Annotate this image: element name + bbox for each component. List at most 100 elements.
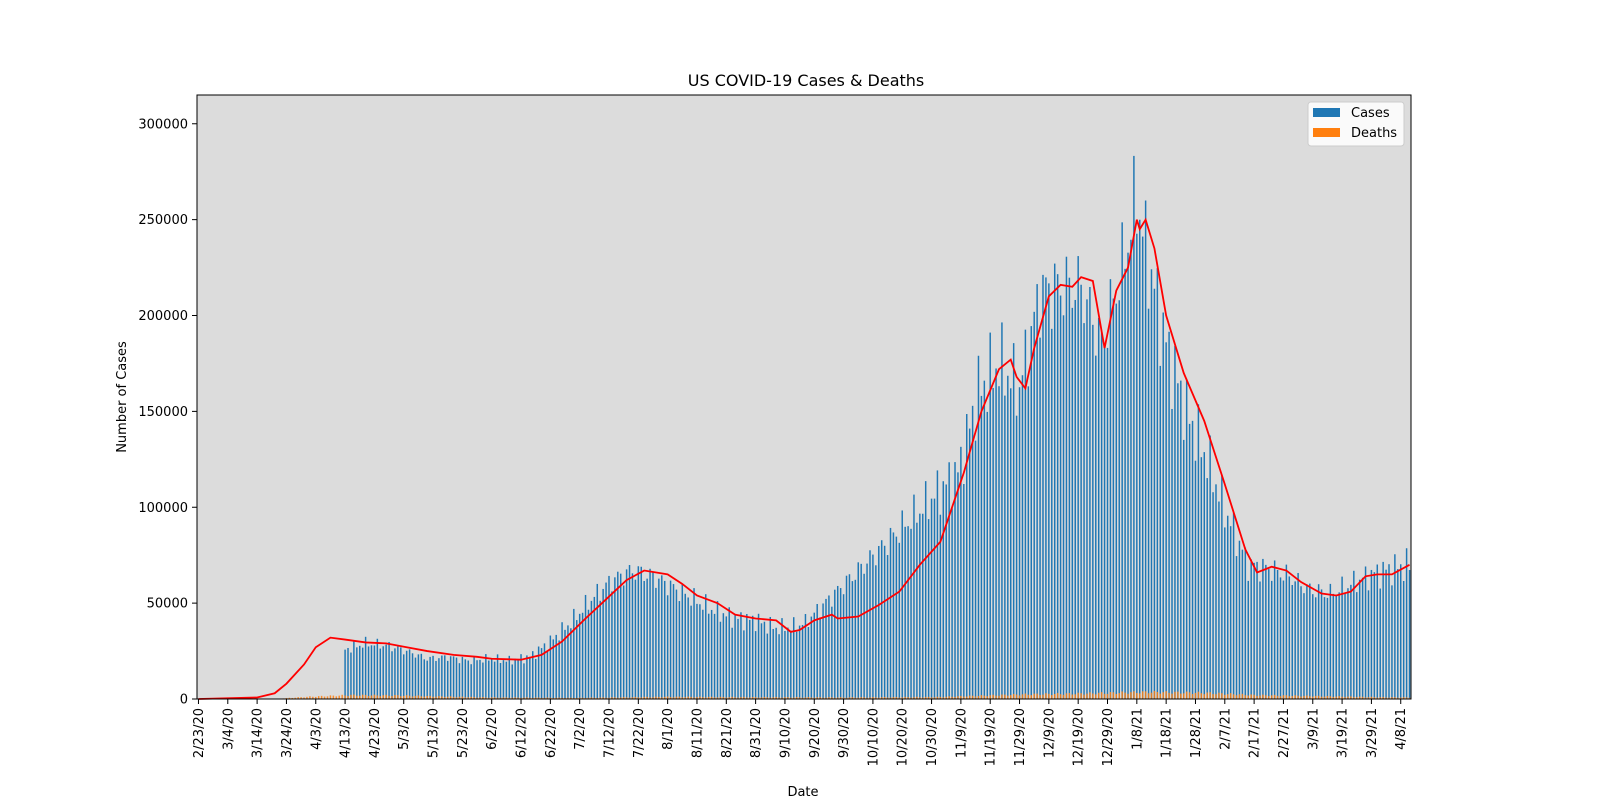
deaths-bar [904, 696, 906, 699]
deaths-bar [1402, 697, 1405, 699]
deaths-bar [684, 697, 686, 699]
cases-bar [751, 615, 754, 699]
deaths-bar [622, 697, 625, 699]
cases-bar [658, 578, 660, 699]
deaths-bar [1144, 691, 1147, 699]
deaths-bar [1303, 695, 1305, 699]
cases-bar [702, 609, 704, 699]
cases-bar [740, 612, 742, 699]
deaths-bar [473, 697, 475, 699]
cases-bar [526, 655, 528, 699]
deaths-bar [458, 696, 461, 699]
cases-bar [825, 598, 827, 699]
deaths-bar [634, 696, 637, 699]
cases-bar [1300, 586, 1302, 699]
deaths-bar [948, 696, 950, 699]
deaths-bar [640, 697, 642, 699]
x-tick-label: 4/3/20 [309, 708, 324, 750]
cases-bar [1097, 317, 1100, 699]
cases-bar [666, 595, 669, 699]
x-tick-label: 7/2/20 [573, 708, 588, 750]
deaths-bar [449, 696, 452, 699]
deaths-bar [831, 697, 833, 699]
x-tick-label: 1/18/21 [1160, 708, 1175, 758]
cases-bar [907, 526, 909, 699]
cases-bar [414, 657, 417, 699]
cases-bar [995, 368, 997, 699]
deaths-bar [1317, 695, 1320, 699]
deaths-bar [1062, 694, 1065, 699]
cases-bar [1332, 593, 1335, 699]
deaths-bar [511, 697, 513, 699]
deaths-bar [411, 696, 414, 699]
deaths-bar [649, 697, 651, 699]
x-tick-label: 10/30/20 [925, 708, 940, 766]
cases-bar [1053, 263, 1056, 699]
cases-bar [842, 594, 845, 699]
deaths-bar [505, 697, 508, 699]
x-tick-label: 11/29/20 [1013, 708, 1028, 766]
cases-bar [364, 636, 367, 699]
cases-bar [529, 656, 531, 699]
x-tick-label: 6/12/20 [515, 708, 530, 758]
deaths-bar [1276, 695, 1279, 699]
cases-bar [517, 659, 519, 699]
cases-bar [986, 411, 989, 699]
deaths-bar [1115, 693, 1118, 699]
deaths-bar [496, 697, 499, 699]
cases-bar [860, 563, 862, 699]
deaths-bar [760, 697, 763, 699]
cases-bar [1197, 404, 1200, 699]
cases-bar [719, 621, 722, 699]
deaths-bar [1356, 697, 1358, 699]
cases-bar [954, 462, 956, 699]
deaths-bar [775, 696, 777, 699]
x-tick-label: 9/20/20 [808, 708, 823, 758]
cases-bar [1030, 326, 1032, 699]
cases-bar [1235, 556, 1238, 699]
deaths-bar [614, 697, 616, 699]
cases-bar [643, 580, 645, 699]
deaths-bar [397, 695, 399, 699]
cases-bar [1156, 268, 1159, 699]
deaths-bar [1358, 696, 1361, 699]
cases-bar [892, 532, 895, 699]
cases-bar [1121, 222, 1123, 699]
deaths-bar [517, 697, 519, 699]
deaths-bar [391, 696, 393, 699]
cases-bar [1100, 330, 1103, 699]
deaths-bar [737, 697, 739, 699]
cases-bar [602, 588, 604, 699]
deaths-bar [1141, 691, 1144, 699]
x-tick-label: 3/4/20 [221, 708, 236, 750]
deaths-bar [570, 697, 572, 699]
x-tick-label: 12/9/20 [1042, 708, 1057, 758]
cases-bar [537, 646, 540, 699]
cases-bar [872, 554, 874, 699]
deaths-bar [291, 697, 294, 699]
cases-bar [1045, 277, 1047, 699]
cases-bar [1391, 585, 1393, 699]
cases-bar [1394, 554, 1396, 699]
cases-bar [622, 585, 625, 699]
deaths-bar [1180, 693, 1182, 699]
cases-bar [1285, 564, 1288, 699]
deaths-bar [493, 697, 496, 699]
cases-bar [810, 616, 813, 699]
cases-bar [775, 627, 777, 699]
cases-bar [587, 609, 590, 699]
cases-bar [1320, 589, 1323, 699]
cases-bar [960, 446, 962, 699]
cases-bar [546, 650, 549, 699]
deaths-bar [757, 697, 760, 699]
cases-bar [432, 655, 434, 699]
deaths-bar [1247, 695, 1249, 699]
cases-bar [590, 600, 593, 699]
x-tick-label: 2/17/21 [1248, 708, 1263, 758]
deaths-bar [1262, 694, 1264, 699]
cases-bar [880, 540, 883, 699]
deaths-bar [558, 697, 560, 699]
deaths-bar [992, 694, 994, 699]
cases-bar [1405, 548, 1408, 699]
cases-bar [1317, 584, 1320, 699]
